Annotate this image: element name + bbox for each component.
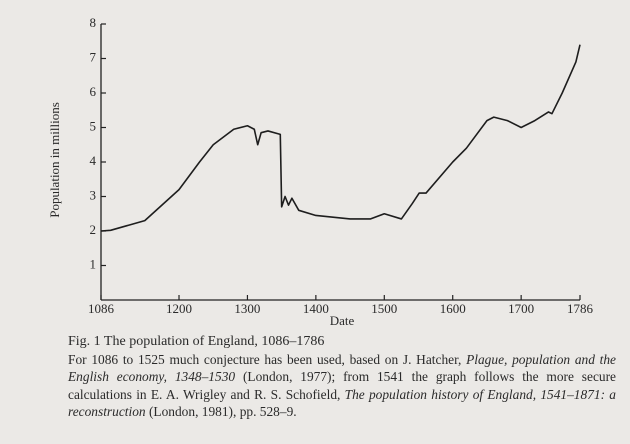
caption: Fig. 1 The population of England, 1086–1… xyxy=(68,333,616,421)
x-tick-label: 1700 xyxy=(508,301,534,316)
y-tick-label: 1 xyxy=(90,256,97,271)
caption-text: (London, 1981), pp. 528–9. xyxy=(146,404,297,419)
y-axis-label: Population in millions xyxy=(47,102,62,218)
y-tick-label: 5 xyxy=(90,118,97,133)
data-line xyxy=(101,45,580,231)
y-tick-label: 2 xyxy=(90,222,97,237)
x-tick-label: 1086 xyxy=(88,301,115,316)
y-tick-label: 3 xyxy=(90,187,97,202)
y-tick-label: 8 xyxy=(90,15,97,30)
chart: Population in millions Date 1 2 3 4 5 6 7 8 1086… xyxy=(0,0,630,330)
x-axis-label: Date xyxy=(330,313,355,328)
page: Population in millions Date 1 2 3 4 5 6 7 8 1086… xyxy=(0,0,630,444)
x-tick-label: 1500 xyxy=(371,301,397,316)
x-tick-label: 1786 xyxy=(567,301,594,316)
x-tick-label: 1300 xyxy=(234,301,260,316)
caption-text: For 1086 to 1525 much conjecture has bee… xyxy=(68,352,466,367)
x-tick-label: 1200 xyxy=(166,301,192,316)
y-tick-label: 4 xyxy=(90,153,97,168)
caption-title: Fig. 1 The population of England, 1086–1… xyxy=(68,333,616,351)
x-tick-label: 1400 xyxy=(303,301,329,316)
y-tick-label: 7 xyxy=(90,49,97,64)
y-tick-label: 6 xyxy=(90,84,97,99)
x-tick-label: 1600 xyxy=(440,301,466,316)
